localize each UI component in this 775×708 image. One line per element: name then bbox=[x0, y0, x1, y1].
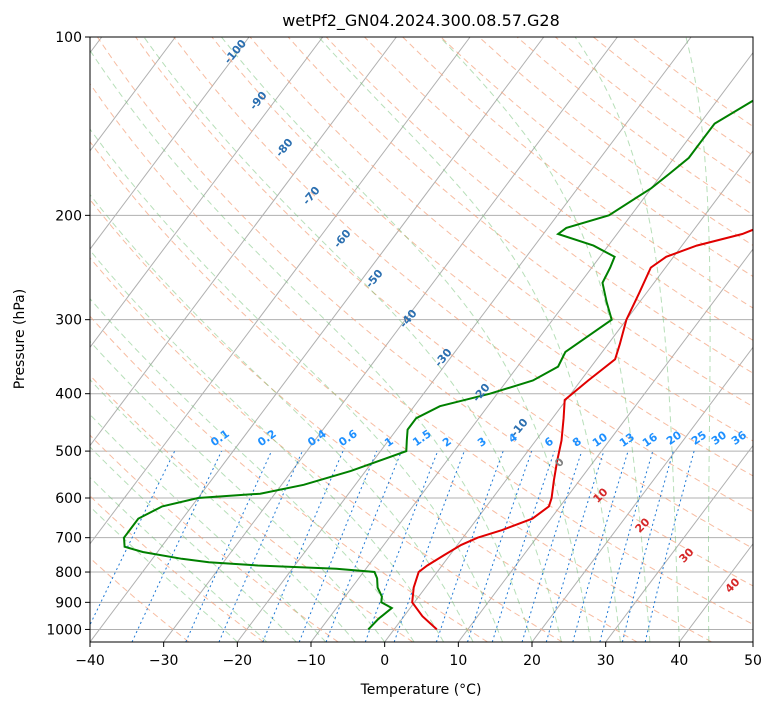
background-lines bbox=[90, 37, 753, 642]
moist-adiabat-line bbox=[90, 505, 238, 642]
dewpoint-profile-line bbox=[122, 99, 753, 631]
mixing-ratio-line bbox=[545, 450, 605, 642]
y-tick-label: 900 bbox=[55, 595, 82, 611]
y-tick-label: 600 bbox=[55, 491, 82, 507]
mixing-ratio-line bbox=[572, 450, 629, 642]
y-tick-label: 700 bbox=[55, 531, 82, 547]
isotherm-line bbox=[605, 444, 753, 642]
moist-adiabat-line bbox=[143, 37, 562, 642]
mixing-ratio-line bbox=[491, 450, 555, 642]
y-tick-label: 100 bbox=[55, 30, 82, 46]
dry-adiabat-line bbox=[173, 37, 753, 513]
y-tick-label: 1000 bbox=[46, 622, 82, 638]
x-tick-label: 20 bbox=[523, 653, 541, 669]
x-tick-label: 40 bbox=[670, 653, 688, 669]
isotherm-line bbox=[90, 37, 250, 250]
y-tick-label: 500 bbox=[55, 444, 82, 460]
mixing-ratio-line bbox=[325, 450, 402, 642]
mixing-ratio-line bbox=[521, 450, 583, 642]
mixing-ratio-line bbox=[364, 450, 439, 642]
x-tick-label: −20 bbox=[223, 653, 253, 669]
isotherm-line bbox=[163, 37, 618, 642]
plot-background bbox=[90, 37, 753, 642]
moist-adiabat-line bbox=[439, 37, 651, 642]
moist-adiabat-line bbox=[221, 37, 592, 642]
moist-adiabat-line bbox=[90, 446, 297, 642]
mixing-ratio-line bbox=[262, 450, 344, 642]
mixing-ratio-line bbox=[644, 450, 695, 642]
isotherm-line bbox=[90, 37, 471, 545]
dry-adiabat-line bbox=[135, 37, 753, 550]
isotherm-line bbox=[90, 37, 176, 152]
dry-adiabat-line bbox=[90, 374, 414, 642]
x-tick-label: −10 bbox=[296, 653, 326, 669]
dry-adiabat-line bbox=[211, 37, 753, 477]
moist-adiabat-line bbox=[685, 37, 711, 642]
moist-adiabat-line bbox=[90, 340, 386, 642]
mixing-ratio-line bbox=[218, 450, 303, 642]
y-tick-label: 200 bbox=[55, 208, 82, 224]
dry-adiabat-line bbox=[90, 198, 638, 642]
dry-adiabat-line bbox=[364, 37, 753, 341]
x-tick-label: 0 bbox=[380, 653, 389, 669]
plot-frame bbox=[89, 36, 754, 643]
moist-adiabat-line bbox=[90, 298, 415, 642]
mixing-ratio-line bbox=[621, 450, 674, 642]
dry-adiabat-line bbox=[249, 37, 753, 442]
y-tick-label: 400 bbox=[55, 387, 82, 403]
x-axis-title: Temperature (°C) bbox=[360, 682, 482, 698]
moist-adiabat-line bbox=[90, 49, 533, 642]
x-tick-label: −40 bbox=[75, 653, 105, 669]
isotherm-line bbox=[384, 150, 753, 642]
moist-adiabat-line bbox=[90, 476, 268, 642]
isotherm-line bbox=[90, 37, 397, 447]
mixing-ratio-line bbox=[131, 450, 223, 642]
dry-adiabat-line bbox=[96, 37, 753, 587]
dry-adiabat-line bbox=[402, 37, 753, 309]
sounding-profiles bbox=[122, 99, 753, 631]
moist-adiabat-line bbox=[574, 37, 680, 642]
mixing-ratio-line bbox=[467, 450, 533, 642]
temperature-profile-line bbox=[411, 228, 753, 631]
x-tick-label: 30 bbox=[597, 653, 615, 669]
isotherm-line bbox=[310, 51, 753, 642]
isotherm-line bbox=[90, 37, 324, 349]
mixing-ratio-line bbox=[599, 450, 654, 642]
mixing-ratio-line bbox=[298, 450, 378, 642]
dry-adiabat-line bbox=[90, 257, 563, 642]
isotherm-line bbox=[531, 346, 753, 642]
mixing-ratio-line bbox=[90, 450, 176, 626]
y-axis-ticks: 1000 900 800 700 600 500 400 300 200 100 bbox=[46, 30, 90, 638]
chart-title: wetPf2_GN04.2024.300.08.57.G28 bbox=[282, 11, 560, 31]
moist-adiabat-line bbox=[90, 413, 327, 642]
x-axis-ticks: −40 −30 −20 −10 0 10 20 30 40 50 bbox=[75, 642, 762, 669]
moist-adiabat-line bbox=[90, 378, 356, 642]
x-tick-label: −30 bbox=[149, 653, 179, 669]
isotherm-line bbox=[236, 37, 692, 642]
x-tick-label: 50 bbox=[744, 653, 762, 669]
moist-adiabat-line bbox=[318, 37, 621, 642]
mixing-ratio-line bbox=[435, 450, 504, 642]
y-axis-title: Pressure (hPa) bbox=[12, 289, 28, 389]
y-tick-label: 800 bbox=[55, 565, 82, 581]
dry-adiabat-line bbox=[90, 140, 712, 642]
x-tick-label: 10 bbox=[449, 653, 467, 669]
isotherm-line bbox=[457, 248, 753, 642]
y-tick-label: 300 bbox=[55, 313, 82, 329]
moist-adiabat-line bbox=[90, 128, 503, 642]
isotherm-line bbox=[90, 37, 545, 642]
dry-adiabat-line bbox=[90, 83, 753, 625]
